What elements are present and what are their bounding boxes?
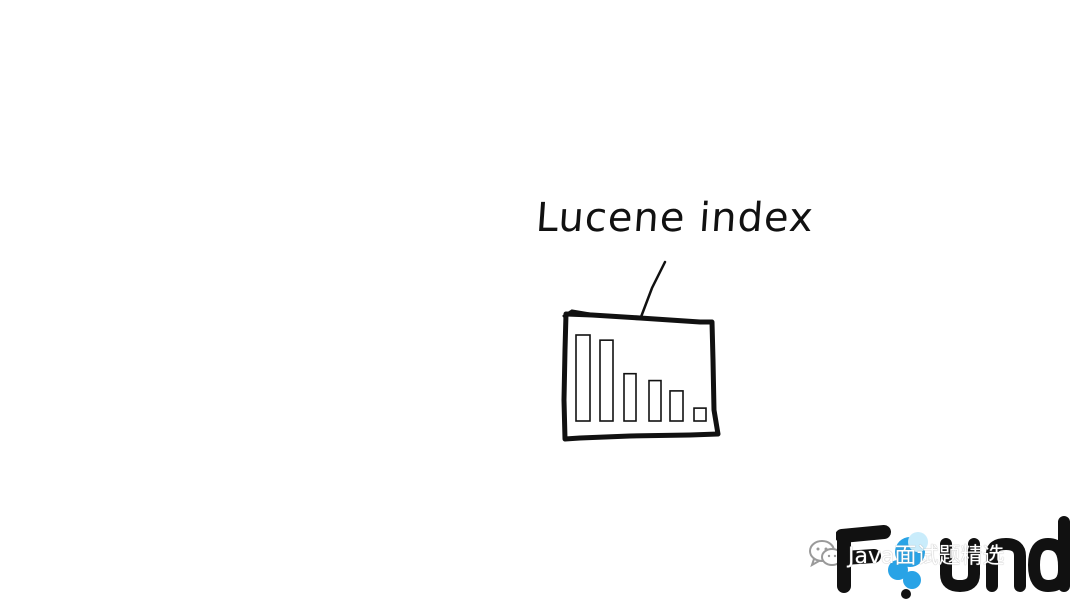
segment-bar-4 xyxy=(648,379,662,422)
label-pointer-line xyxy=(639,260,667,319)
segment-bar-6 xyxy=(693,407,707,422)
index-box-corner-flick xyxy=(562,309,592,318)
watermark-text: Java面试题精选 xyxy=(848,544,1005,569)
index-box xyxy=(561,311,721,442)
watermark-text-row: Java面试题精选 xyxy=(848,537,1004,571)
segment-bars xyxy=(575,334,707,422)
segment-bar-5 xyxy=(669,390,684,422)
segment-bar-1 xyxy=(575,334,591,422)
segment-bar-3 xyxy=(623,372,637,422)
segment-bar-2 xyxy=(599,339,614,422)
found-logo-icon xyxy=(836,516,1070,599)
